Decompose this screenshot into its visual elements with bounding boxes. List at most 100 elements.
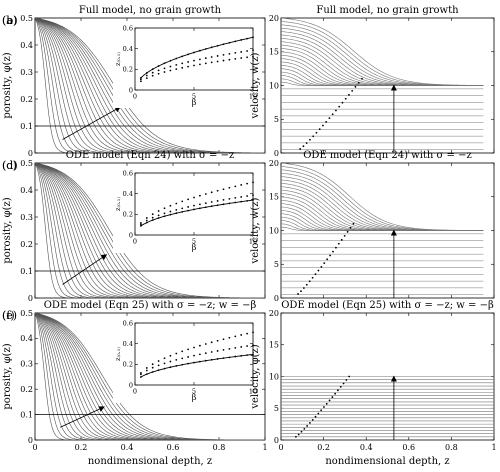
trend-dot [323, 262, 326, 264]
inset-series-dot [210, 61, 213, 64]
inset-series-dot [187, 65, 190, 68]
inset-series-dot [252, 36, 254, 39]
trend-dot [338, 105, 341, 108]
inset-series-dot [252, 181, 254, 184]
porosity-curve [35, 163, 265, 298]
y-tick-label: 20 [269, 159, 279, 168]
porosity-curve [35, 313, 265, 440]
y-axis-label-a: porosity, φ(z) [2, 52, 13, 118]
y-axis-label-e: porosity, φ(z) [2, 343, 13, 409]
trend-dot [305, 283, 308, 286]
inset-series-dot [193, 196, 195, 199]
inset-series-dot [199, 360, 201, 363]
inset-series-dot [240, 334, 243, 336]
trend-dot [335, 109, 337, 112]
panel-label-d: (d) [2, 159, 18, 172]
inset-series-dot [157, 69, 160, 72]
inset-series-dot [228, 52, 231, 55]
inset-y-tick-label: 0.6 [123, 169, 133, 177]
velocity-curve [281, 196, 484, 231]
inset-x-label: β [192, 243, 197, 252]
trend-dot [331, 113, 334, 116]
x-tick-label: 0.2 [317, 443, 330, 452]
trend-dot [315, 131, 318, 134]
inset-series-dot [246, 37, 249, 40]
inset-series-dot [175, 208, 178, 211]
inset-series-dot [234, 52, 237, 54]
y-tick-label: 0.3 [20, 68, 33, 77]
trend-dot [314, 415, 317, 418]
inset-series-dot [193, 64, 195, 67]
trend-dot [326, 258, 329, 261]
porosity-curve [35, 313, 265, 440]
velocity-curve [281, 27, 484, 86]
inset-series-dot [252, 199, 254, 201]
inset-series-dot [140, 376, 142, 378]
inset-x-tick-label: 0 [133, 238, 137, 246]
inset-series-dot [210, 358, 213, 361]
x-tick-label: 0.2 [75, 443, 88, 452]
inset-series-dot [145, 74, 148, 77]
inset-series-dot [228, 58, 231, 61]
porosity-curve [35, 163, 265, 298]
inset-series-dot [163, 367, 166, 370]
inset-background [113, 319, 259, 403]
inset-series-dot [204, 359, 207, 362]
y-tick-label: 5 [274, 115, 279, 124]
trend-dot [361, 77, 363, 80]
inset-series-dot [228, 41, 231, 44]
inset-x-tick-label: 10 [249, 238, 257, 246]
inset-series-dot [169, 210, 172, 213]
inset-series-dot [228, 347, 231, 350]
inset-series-dot [157, 72, 160, 75]
inset-series-dot [145, 217, 148, 219]
velocity-curve [281, 172, 484, 231]
inset-series-dot [163, 62, 166, 65]
panel-c: (c) ODE model (Eqn 24) with σ = −z 0 0.1 0.2… [2, 150, 266, 303]
trend-dot [348, 375, 351, 378]
inset-series-dot [204, 48, 207, 50]
inset-series-dot [222, 43, 225, 46]
inset-series-dot [151, 363, 154, 366]
panel-title-e: ODE model (Eqn 25) with σ = −z; w = −β [44, 300, 257, 311]
inset-series-dot [252, 353, 254, 356]
porosity-curve [35, 313, 265, 440]
inset-series-dot [222, 59, 225, 62]
y-tick-label: 0 [28, 149, 33, 158]
inset-series-dot [199, 63, 201, 66]
inset-series-dot [175, 352, 178, 355]
porosity-curve [35, 313, 265, 440]
trend-dot [328, 399, 331, 402]
y-axis-label-b: velocity, w(z) [250, 52, 261, 119]
inset-series-dot [181, 207, 184, 210]
inset-series-dot [187, 356, 190, 358]
inset-series-dot [169, 366, 172, 369]
inset-series-dot [204, 62, 207, 65]
inset-series-dot [181, 62, 184, 65]
inset-series-dot [252, 344, 254, 347]
inset-series-line [140, 199, 254, 227]
y-tick-label: 0 [274, 436, 279, 445]
inset-series-dot [199, 58, 201, 61]
inset-y-label: z₍₀.₁₎ [114, 347, 122, 361]
panel-title-a: Full model, no grain growth [79, 5, 222, 16]
inset-series-dot [210, 205, 213, 208]
y-tick-label: 0.3 [20, 213, 33, 222]
inset-series-dot [187, 53, 190, 56]
inset-y-tick-label: 0.2 [123, 66, 133, 74]
inset-a: 0 5 10 0 0.2 0.4 0.6 β z₍₀.₁₎ [114, 24, 257, 107]
porosity-curve [35, 18, 265, 153]
panel-d: (d) ODE model (Eqn 24) with σ = −z 0 5 10 15 2… [2, 150, 495, 303]
inset-series-dot [240, 200, 243, 203]
panel-label-c: (c) [2, 159, 17, 172]
panel-e: (e) ODE model (Eqn 25) with σ = −z; w = −… [2, 300, 268, 467]
inset-series-dot [181, 210, 184, 213]
trend-dot [314, 273, 317, 276]
inset-series-dot [157, 364, 160, 367]
trend-dot [309, 422, 311, 424]
inset-series-dot [222, 53, 225, 56]
inset-series-dot [163, 362, 166, 365]
porosity-curve [35, 18, 265, 153]
trend-dot [335, 246, 337, 249]
inset-series-dot [246, 50, 249, 52]
